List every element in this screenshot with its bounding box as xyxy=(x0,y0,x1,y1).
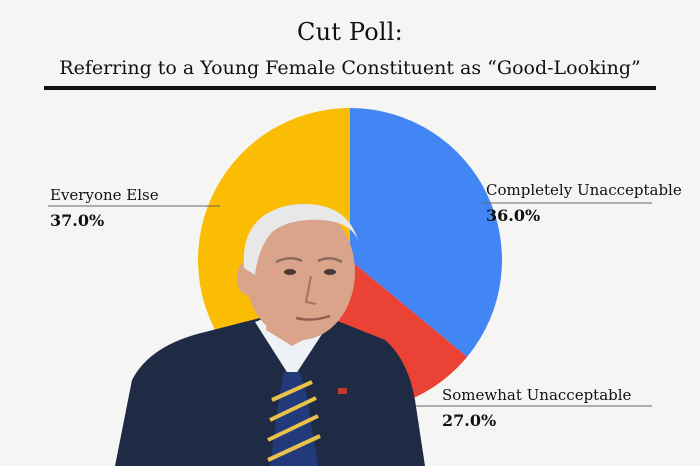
label-everyone-else: Everyone Else xyxy=(50,186,159,204)
chart-subtitle: Referring to a Young Female Constituent … xyxy=(59,57,641,79)
label-somewhat-unacceptable: Somewhat Unacceptable xyxy=(442,386,632,404)
pie-slice-completely-unacceptable xyxy=(350,108,502,357)
chart-title: Cut Poll: xyxy=(297,18,403,46)
leader-lines xyxy=(48,202,652,407)
brow-left xyxy=(275,257,303,264)
brow-right xyxy=(317,257,343,264)
suit-body xyxy=(115,318,425,466)
nose xyxy=(304,275,317,305)
value-somewhat-unacceptable: 27.0% xyxy=(442,411,497,430)
title-divider xyxy=(44,86,656,90)
eye-left xyxy=(284,269,296,275)
value-completely-unacceptable: 36.0% xyxy=(486,206,541,225)
head xyxy=(245,204,355,340)
mouth xyxy=(295,314,331,321)
politician-photo xyxy=(115,204,425,466)
value-everyone-else: 37.0% xyxy=(50,211,105,230)
eye-right xyxy=(324,269,336,275)
tie-stripes xyxy=(267,380,321,462)
label-completely-unacceptable: Completely Unacceptable xyxy=(486,181,682,199)
flag-pin xyxy=(338,388,347,394)
hair xyxy=(243,204,358,275)
